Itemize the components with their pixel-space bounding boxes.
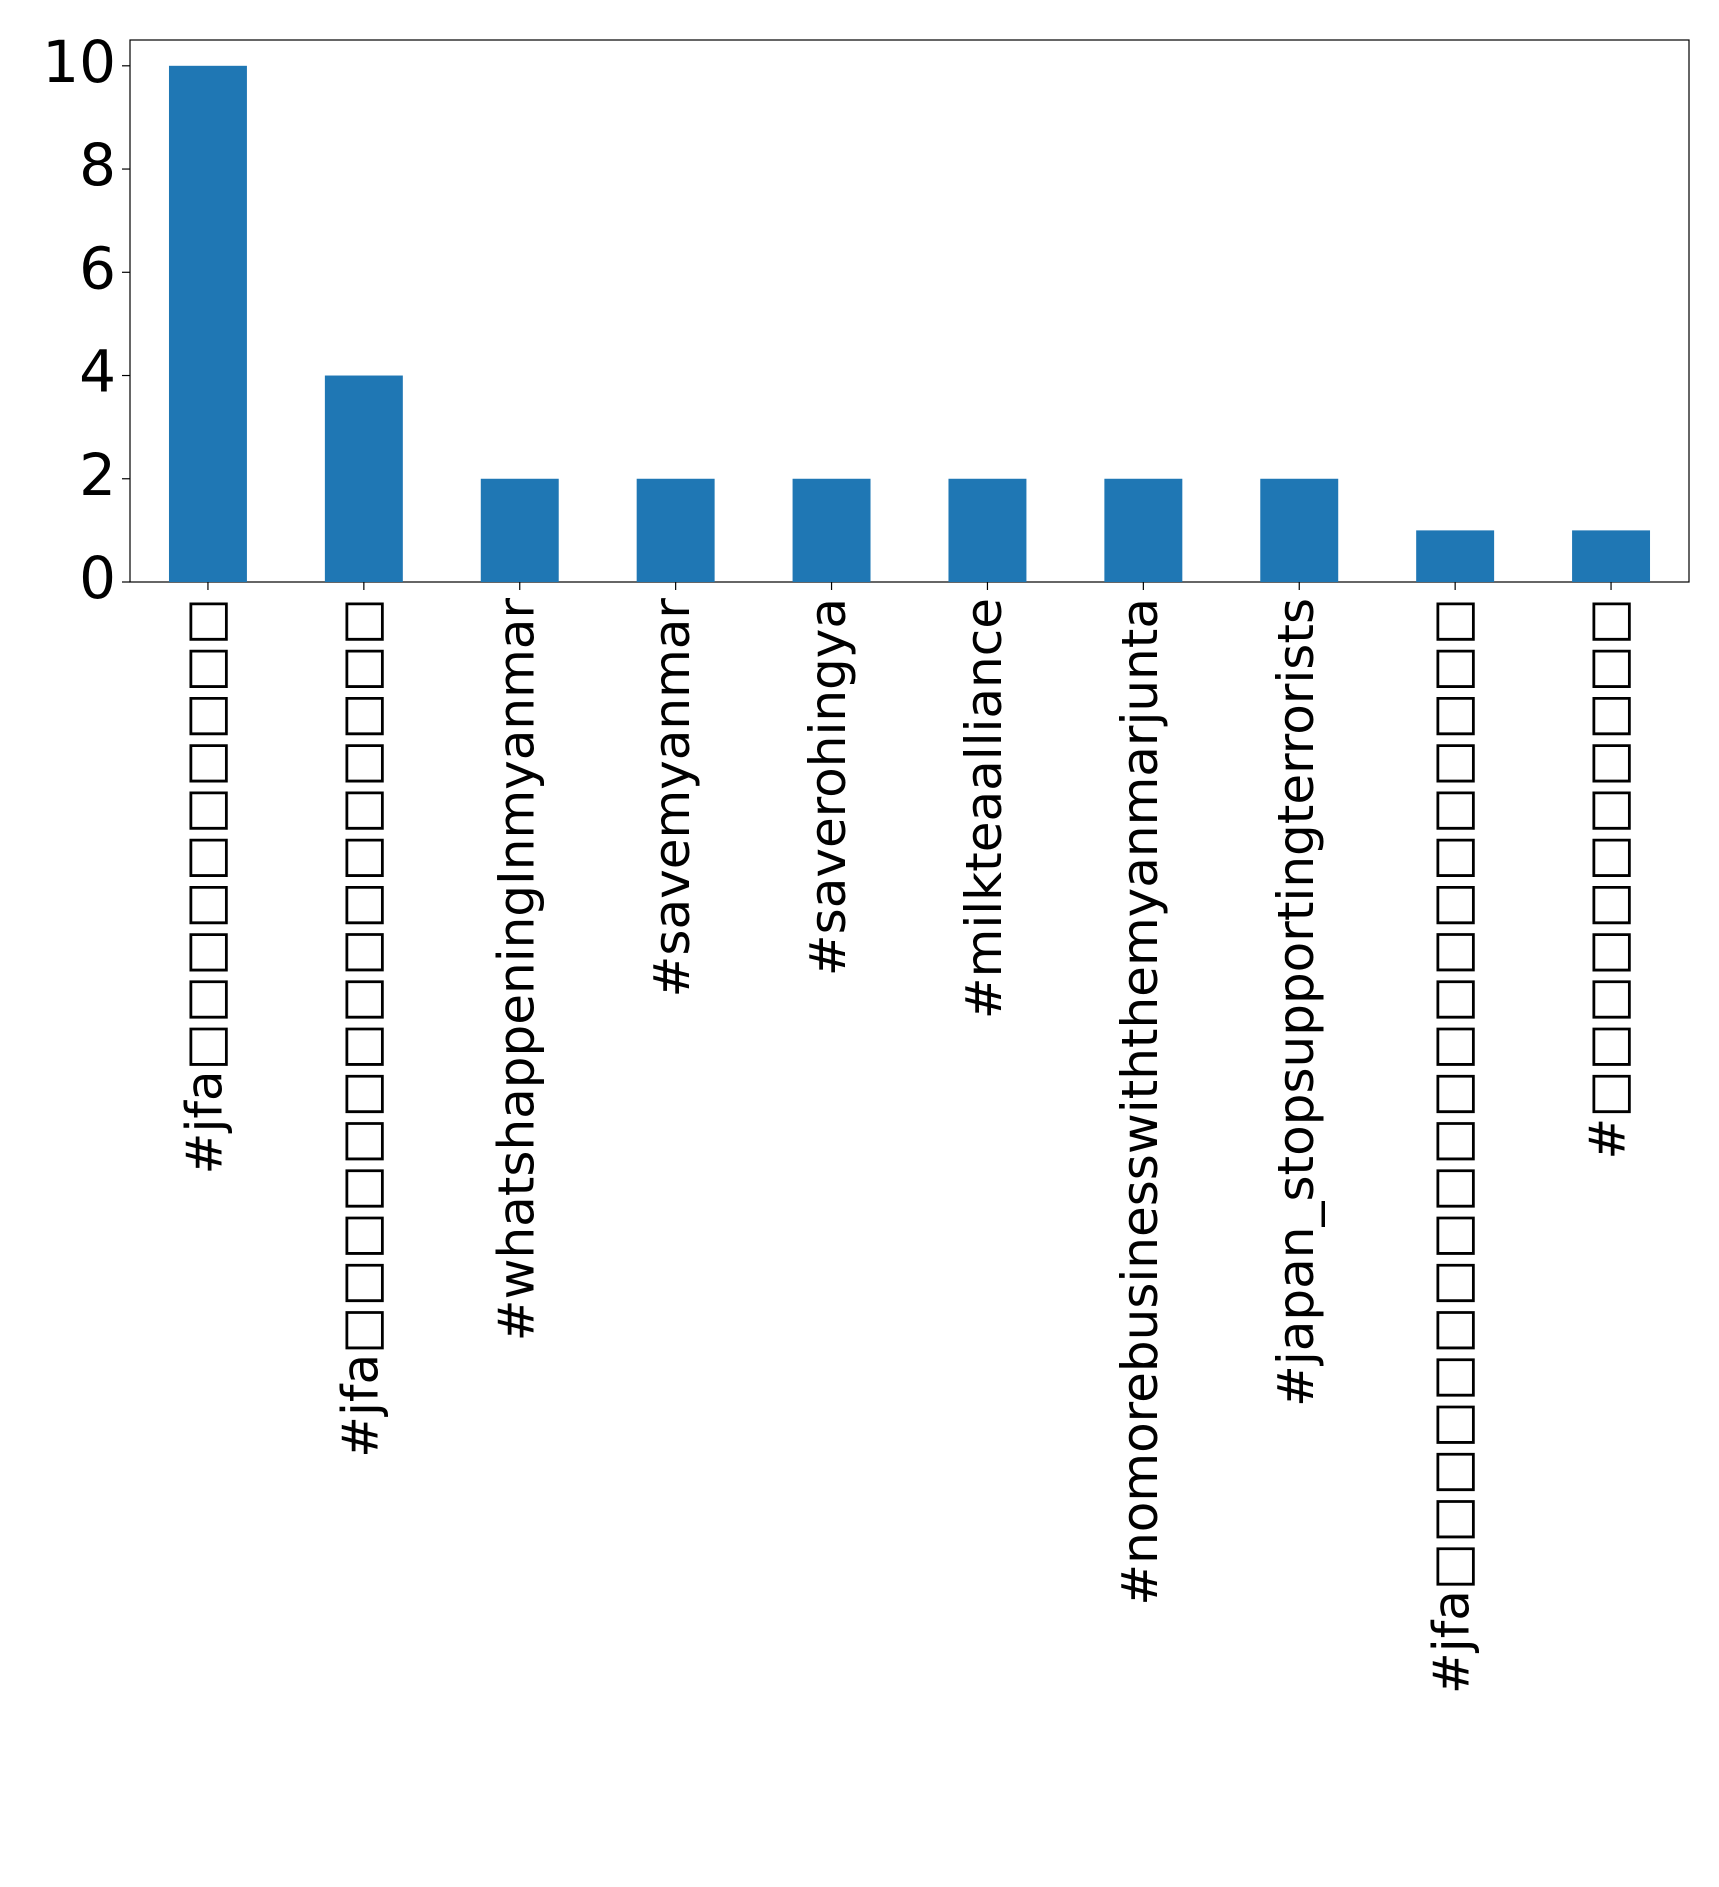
y-tick-label: 6: [79, 234, 116, 302]
bar: [636, 478, 715, 582]
bar: [792, 478, 871, 582]
bar: [1260, 478, 1339, 582]
x-tick-label: #jfa□□□□□□□□□□: [175, 598, 233, 1174]
y-tick-label: 4: [79, 338, 116, 406]
bar: [1572, 530, 1651, 582]
bar: [1104, 478, 1183, 582]
x-tick-label: #□□□□□□□□□□□: [1579, 598, 1637, 1160]
x-tick-label: #japan_stopsupportingterrorists: [1267, 598, 1325, 1407]
x-tick-label: #whatshappeningInmyanmar: [487, 598, 545, 1342]
x-tick-label: #jfa□□□□□□□□□□□□□□□□□□□□□: [1423, 598, 1481, 1694]
bar: [1416, 530, 1495, 582]
x-tick-label: #milkteaalliance: [955, 598, 1013, 1019]
x-tick-label: #saverohingya: [799, 598, 857, 976]
y-tick-label: 2: [79, 441, 116, 509]
y-tick-label: 8: [79, 131, 116, 199]
axes-frame: [129, 39, 1690, 583]
bar: [324, 375, 403, 582]
x-tick-label: #savemyanmar: [643, 598, 701, 998]
x-tick-label: #nomorebusinesswiththemyanmarjunta: [1111, 598, 1169, 1606]
bar: [948, 478, 1027, 582]
bar: [480, 478, 559, 582]
y-tick-label: 0: [79, 544, 116, 612]
bar: [168, 65, 247, 583]
y-tick-label: 10: [42, 28, 116, 96]
x-tick-label: #jfa□□□□□□□□□□□□□□□□: [331, 598, 389, 1458]
